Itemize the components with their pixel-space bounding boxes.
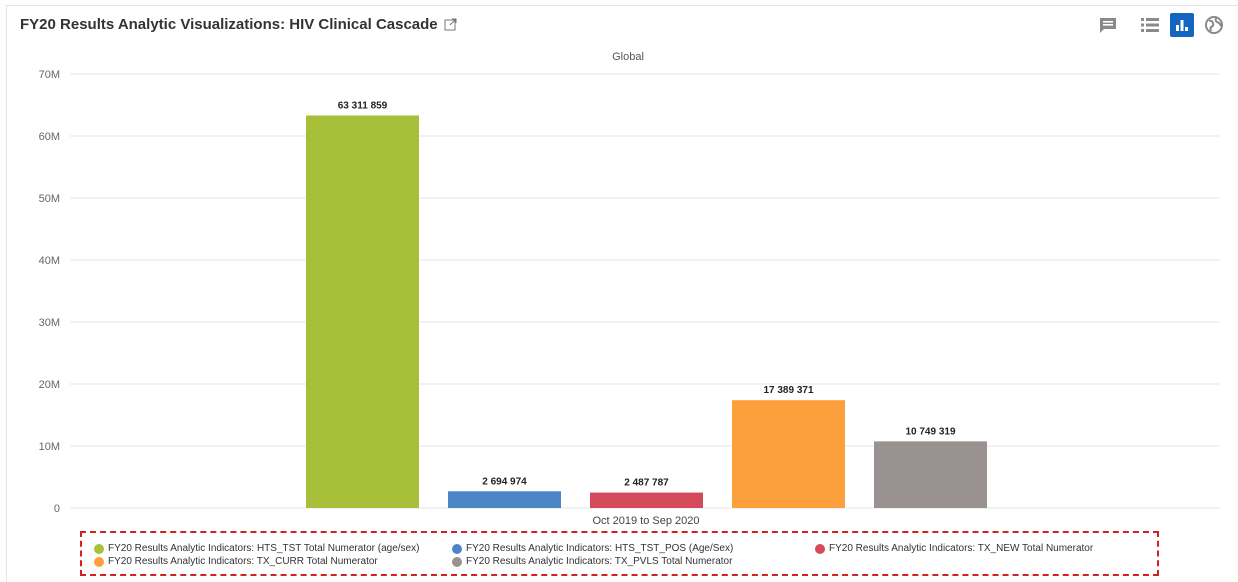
y-tick-label: 60M xyxy=(39,131,60,143)
legend-item[interactable]: FY20 Results Analytic Indicators: HTS_TS… xyxy=(94,543,419,554)
header: FY20 Results Analytic Visualizations: HI… xyxy=(20,14,457,34)
legend: FY20 Results Analytic Indicators: HTS_TS… xyxy=(80,531,1159,576)
y-tick-label: 20M xyxy=(39,379,60,391)
chart-view-icon xyxy=(1176,20,1188,31)
view-toolbar xyxy=(1096,12,1226,38)
legend-item[interactable]: FY20 Results Analytic Indicators: TX_PVL… xyxy=(452,556,732,567)
legend-marker xyxy=(452,543,462,554)
data-label: 63 311 859 xyxy=(338,100,388,111)
external-link-icon[interactable] xyxy=(444,18,457,31)
comment-button[interactable] xyxy=(1096,13,1120,37)
bar[interactable] xyxy=(874,441,987,508)
table-view-button[interactable] xyxy=(1138,13,1162,37)
data-label: 10 749 319 xyxy=(905,426,955,437)
y-tick-label: 70M xyxy=(39,69,60,81)
y-tick-label: 0 xyxy=(54,503,60,515)
table-view-icon xyxy=(1141,18,1159,32)
bar-chart: 0 10M 20M 30M 40M 50M 60M 70M Global 63 311 859… xyxy=(39,51,1220,527)
legend-marker xyxy=(94,556,104,567)
gridlines xyxy=(70,73,1220,509)
y-tick-label: 40M xyxy=(39,255,60,267)
data-labels: 63 311 859 2 694 974 2 487 787 17 389 371 10… xyxy=(338,100,956,488)
legend-label: FY20 Results Analytic Indicators: HTS_TS… xyxy=(108,543,420,554)
comment-icon xyxy=(1100,18,1116,33)
map-view-icon xyxy=(1205,16,1223,34)
y-tick-label: 50M xyxy=(39,193,60,205)
legend-item[interactable]: FY20 Results Analytic Indicators: HTS_TS… xyxy=(452,543,733,554)
chart-view-button[interactable] xyxy=(1170,13,1194,37)
legend-item[interactable]: FY20 Results Analytic Indicators: TX_CUR… xyxy=(94,556,378,567)
legend-label: FY20 Results Analytic Indicators: TX_CUR… xyxy=(108,556,378,567)
page-title: FY20 Results Analytic Visualizations: HI… xyxy=(20,15,438,33)
legend-label: FY20 Results Analytic Indicators: HTS_TS… xyxy=(466,543,734,554)
data-label: 17 389 371 xyxy=(763,385,813,396)
y-tick-label: 30M xyxy=(39,317,60,329)
chart-title: Global xyxy=(612,51,644,63)
bars xyxy=(306,115,987,508)
x-category-label: Oct 2019 to Sep 2020 xyxy=(592,515,699,527)
bar[interactable] xyxy=(448,491,561,508)
map-view-button[interactable] xyxy=(1202,13,1226,37)
visualization-panel xyxy=(6,5,1238,582)
y-tick-label: 10M xyxy=(39,441,60,453)
y-axis: 0 10M 20M 30M 40M 50M 60M 70M xyxy=(39,69,60,515)
legend-item[interactable]: FY20 Results Analytic Indicators: TX_NEW… xyxy=(815,543,1093,554)
legend-label: FY20 Results Analytic Indicators: TX_NEW… xyxy=(829,543,1094,554)
bar[interactable] xyxy=(732,400,845,508)
legend-marker xyxy=(815,543,825,554)
data-label: 2 487 787 xyxy=(624,478,669,489)
legend-marker xyxy=(94,543,104,554)
bar[interactable] xyxy=(306,115,419,508)
bar[interactable] xyxy=(590,492,703,508)
legend-label: FY20 Results Analytic Indicators: TX_PVL… xyxy=(466,556,733,567)
legend-marker xyxy=(452,556,462,567)
data-label: 2 694 974 xyxy=(482,476,527,487)
